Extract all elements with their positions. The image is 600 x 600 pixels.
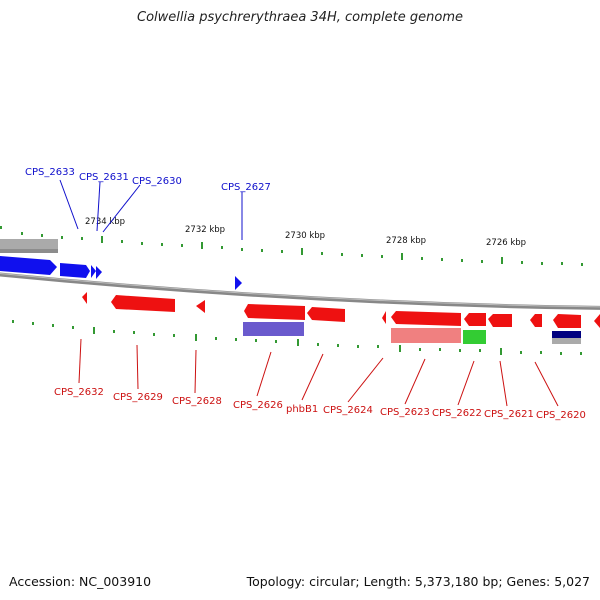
gene-label[interactable]: CPS_2621 [484,409,534,420]
gene-label[interactable]: CPS_2627 [221,182,271,193]
reverse-leaders [78,338,559,407]
upper-tick-track [0,226,583,266]
reverse-features[interactable] [82,292,600,328]
accession-text: Accession: NC_003910 [9,574,152,589]
genome-summary: Topology: circular; Length: 5,373,180 bp… [246,574,590,589]
gene-label[interactable]: CPS_2628 [172,396,222,407]
gene-label[interactable]: CPS_2622 [432,408,482,419]
forward-features[interactable] [0,239,242,290]
genome-backbone [0,272,600,310]
gene-label[interactable]: CPS_2632 [54,387,104,398]
gene-label[interactable]: CPS_2629 [113,392,163,403]
reverse-gene-labels: CPS_2632 CPS_2629 CPS_2628 CPS_2626 phbB… [54,387,586,421]
gene-label[interactable]: CPS_2630 [132,176,182,187]
gene-label[interactable]: CPS_2626 [233,400,283,411]
lower-tick-track [12,320,582,355]
scale-label: 2730 kbp [285,231,325,241]
scale-label: 2728 kbp [386,236,426,246]
gene-label[interactable]: phbB1 [286,404,318,415]
map-title: Colwellia psychrerythraea 34H, complete … [137,10,463,25]
scale-label: 2734 kbp [85,217,125,227]
scale-label: 2732 kbp [185,225,225,235]
scale-label: 2726 kbp [486,238,526,248]
forward-leaders [59,179,243,240]
gene-label[interactable]: CPS_2620 [536,410,586,421]
gene-label[interactable]: CPS_2624 [323,405,373,416]
gene-label[interactable]: CPS_2631 [79,172,129,183]
gene-label[interactable]: CPS_2623 [380,407,430,418]
gene-label[interactable]: CPS_2633 [25,167,75,178]
forward-gene-labels: CPS_2633 CPS_2631 CPS_2630 CPS_2627 [25,167,271,193]
cds-boxes[interactable] [243,322,581,344]
